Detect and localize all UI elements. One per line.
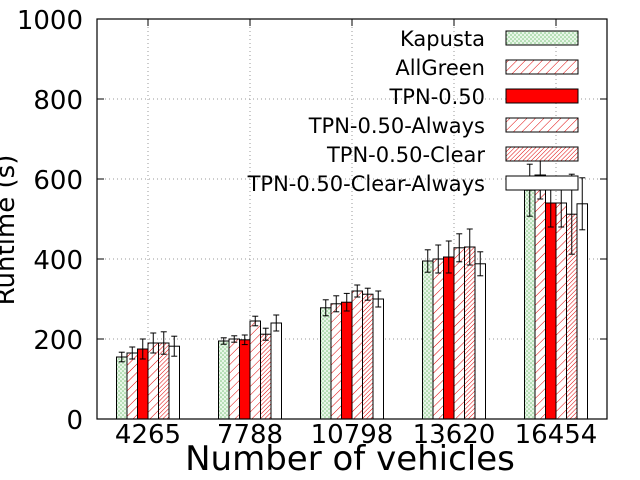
legend-swatch (505, 146, 579, 162)
bar-tpn-0-50-always (453, 247, 465, 420)
legend-swatch (505, 117, 579, 133)
bar-tpn-0-50-clear-always (372, 298, 384, 420)
x-tick-label: 10798 (311, 420, 394, 450)
bar-kapusta (116, 356, 128, 420)
bars (116, 150, 588, 420)
tick-labels: 0 200 400 600 800 1000 4265 7788 10798 13620 16454 (17, 6, 598, 450)
bar-tpn-0-50-always (351, 290, 363, 420)
legend-label: AllGreen (395, 56, 485, 80)
legend-label: TPN-0.50 (388, 85, 485, 109)
x-tick-label: 4265 (115, 420, 181, 450)
bar-tpn-0-50 (239, 339, 251, 420)
axes (96, 18, 608, 420)
y-tick-label: 600 (33, 166, 83, 196)
bar-allgreen (534, 174, 546, 420)
y-axis-label: Runtime (s) (0, 155, 21, 306)
legend-swatch (505, 30, 579, 46)
bar-tpn-0-50-always (249, 320, 261, 420)
bar-allgreen (126, 352, 138, 420)
bar-allgreen (228, 338, 240, 420)
legend-label: TPN-0.50-Always (308, 114, 485, 138)
x-axis-label: Number of vehicles (185, 439, 515, 479)
bar-tpn-0-50-always (147, 342, 159, 420)
plot-frame (96, 18, 608, 420)
bar-tpn-0-50-clear (260, 333, 272, 420)
bar-kapusta (320, 307, 332, 420)
bar-kapusta (218, 340, 230, 420)
legend-swatch (505, 88, 579, 104)
bar-tpn-0-50-clear-always (474, 263, 486, 420)
bar-allgreen (330, 303, 342, 420)
x-tick-label: 7788 (217, 420, 283, 450)
legend: Kapusta AllGreen TPN-0.50 TPN-0.50-Always TP… (247, 27, 579, 196)
bar-tpn-0-50-clear (464, 246, 476, 420)
bar-tpn-0-50-clear-always (576, 203, 588, 420)
x-tick-label: 16454 (515, 420, 598, 450)
bar-tpn-0-50-always (555, 202, 567, 420)
x-tick-label: 13620 (413, 420, 496, 450)
y-tick-label: 800 (33, 86, 83, 116)
bar-allgreen (432, 258, 444, 420)
bar-tpn-0-50 (443, 256, 455, 420)
y-tick-label: 400 (33, 246, 83, 276)
y-tick-label: 200 (33, 326, 83, 356)
bar-tpn-0-50-clear (362, 293, 374, 420)
legend-label: TPN-0.50-Clear-Always (247, 172, 485, 196)
y-tick-label: 0 (66, 406, 83, 436)
legend-swatch (505, 175, 579, 191)
y-tick-label: 1000 (17, 6, 83, 36)
legend-swatch (505, 59, 579, 75)
legend-label: TPN-0.50-Clear (326, 143, 485, 167)
bar-kapusta (524, 189, 536, 420)
bar-kapusta (422, 260, 434, 420)
bar-tpn-0-50-clear-always (168, 345, 180, 420)
bar-tpn-0-50 (545, 202, 557, 420)
bar-tpn-0-50-clear-always (270, 322, 282, 420)
bar-tpn-0-50 (341, 301, 353, 420)
legend-label: Kapusta (400, 27, 485, 51)
